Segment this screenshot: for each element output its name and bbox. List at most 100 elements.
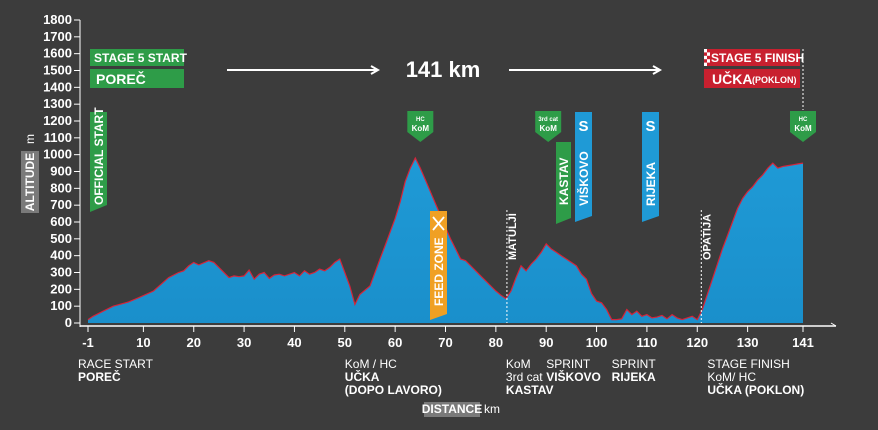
- kastav-text: KASTAV: [557, 157, 571, 205]
- bottom-label-line: VIŠKOVO: [546, 369, 601, 384]
- sprint-flag-bg: [575, 112, 592, 222]
- x-tick-label: 40: [287, 335, 301, 350]
- stage-start-top: [90, 49, 184, 66]
- y-tick-label: 0: [65, 315, 72, 330]
- y-tick-label: 900: [50, 164, 72, 179]
- x-axis: -1 10 20 30 40 50 60 70 80 90 100 110 120 130 141 DISTA…: [80, 322, 837, 417]
- bottom-label-line: UČKA: [345, 369, 380, 384]
- x-tick-label: 80: [489, 335, 503, 350]
- y-axis-unit: m: [23, 134, 37, 144]
- kom-label: KoM: [794, 124, 812, 133]
- total-distance: 141 km: [406, 57, 481, 82]
- distance-arrows: 141 km: [227, 57, 663, 82]
- y-tick-label: 600: [50, 214, 72, 229]
- stage-finish-city-sub: (POKLON): [752, 75, 797, 85]
- town-marker-opatija: OPATIJA: [700, 210, 713, 323]
- sprint-icon: S: [578, 118, 588, 135]
- stage-finish-label: STAGE 5 FINISH: [711, 51, 804, 65]
- y-tick-label: 400: [50, 248, 72, 263]
- y-tick-label: 100: [50, 298, 72, 313]
- x-tick-label: 60: [388, 335, 402, 350]
- bottom-label-line: RACE START: [78, 357, 154, 371]
- arrow-left-head: [370, 65, 381, 75]
- profile-markers: STAGE 5 START POREČ 141 km STAGE 5 FINISH UČ…: [90, 49, 816, 323]
- bottom-label-line: SPRINT: [612, 357, 657, 371]
- x-tick-label: 110: [636, 335, 657, 350]
- x-tick-label: 10: [136, 335, 150, 350]
- bottom-label-line: KoM: [506, 357, 531, 371]
- feed-zone-text: FEED ZONE: [432, 237, 446, 306]
- cutlery-icon: [432, 216, 445, 231]
- sprint-name: RIJEKA: [644, 162, 658, 206]
- town-marker-matulji: MATULJI: [506, 210, 519, 323]
- bottom-label-line: 3rd cat: [506, 370, 543, 384]
- bottom-label-line: STAGE FINISH: [707, 357, 789, 371]
- sprint-flag-bg: [642, 112, 659, 222]
- x-tick-label: 90: [539, 335, 553, 350]
- x-tick-label: 141: [792, 335, 814, 350]
- y-tick-label: 200: [50, 281, 72, 296]
- y-tick-label: 1700: [43, 29, 72, 44]
- y-axis-title-bg: [21, 151, 39, 213]
- arrow-right-head: [652, 65, 663, 75]
- official-start-text: OFFICIAL START: [92, 107, 106, 205]
- kastav-flag-bg: [556, 142, 571, 224]
- stage-start-box: STAGE 5 START POREČ: [90, 49, 188, 88]
- checkered-flag-icon: [707, 52, 710, 56]
- x-axis-arrow: [830, 322, 837, 327]
- feed-zone-bg: [430, 211, 447, 320]
- y-tick-label: 1100: [44, 130, 72, 145]
- checkered-flag-icon: [704, 49, 707, 53]
- x-tick-label: 20: [187, 335, 201, 350]
- bottom-label-line: KoM / HC: [345, 357, 397, 371]
- stage-finish-top: [704, 49, 800, 66]
- bottom-label-line: KASTAV: [506, 383, 554, 397]
- kom-label: KoM: [540, 124, 558, 133]
- bottom-label-line: (DOPO LAVORO): [345, 383, 442, 397]
- kom-badge: [790, 111, 816, 142]
- x-tick-label: 120: [686, 335, 708, 350]
- kom-badge: [535, 111, 562, 142]
- stage-start-label: STAGE 5 START: [94, 51, 188, 65]
- y-tick-label: 1300: [43, 96, 72, 111]
- sprint-name: VIŠKOVO: [576, 151, 591, 206]
- sprint-icon: S: [645, 118, 655, 135]
- official-start-flag: OFFICIAL START: [90, 107, 107, 212]
- x-tick-label: 130: [737, 335, 759, 350]
- x-axis-unit: km: [484, 402, 500, 416]
- kom-label: KoM: [412, 124, 430, 133]
- stage-finish-city: UČKA: [712, 70, 752, 87]
- y-tick-label: 1800: [43, 12, 72, 27]
- y-tick-label: 500: [50, 231, 72, 246]
- y-axis: 0100200300400500600700800900100011001200…: [21, 12, 81, 330]
- y-tick-label: 800: [50, 180, 72, 195]
- y-tick-label: 300: [50, 265, 72, 280]
- profile-outline: [87, 156, 804, 321]
- sprint-flag-viskovo: S VIŠKOVO: [575, 112, 592, 222]
- x-axis-title: DISTANCE km: [422, 402, 500, 417]
- y-axis-title: ALTITUDE m: [21, 134, 39, 213]
- feed-zone-flag: FEED ZONE: [430, 211, 447, 320]
- kom-category: 3rd cat: [538, 117, 558, 123]
- x-tick-label: 70: [438, 335, 452, 350]
- x-axis-title-bg: [424, 402, 480, 417]
- x-tick-label: 30: [237, 335, 251, 350]
- bottom-label-line: RIJEKA: [612, 370, 656, 384]
- y-tick-label: 1400: [43, 79, 72, 94]
- kastav-flag: KASTAV: [556, 142, 571, 224]
- stage-finish-city-bg: [704, 69, 800, 88]
- stage-start-city: POREČ: [96, 70, 146, 87]
- y-tick-label: 700: [50, 197, 72, 212]
- bottom-label-line: UČKA (POKLON): [707, 382, 804, 397]
- x-tick-label: -1: [82, 335, 94, 350]
